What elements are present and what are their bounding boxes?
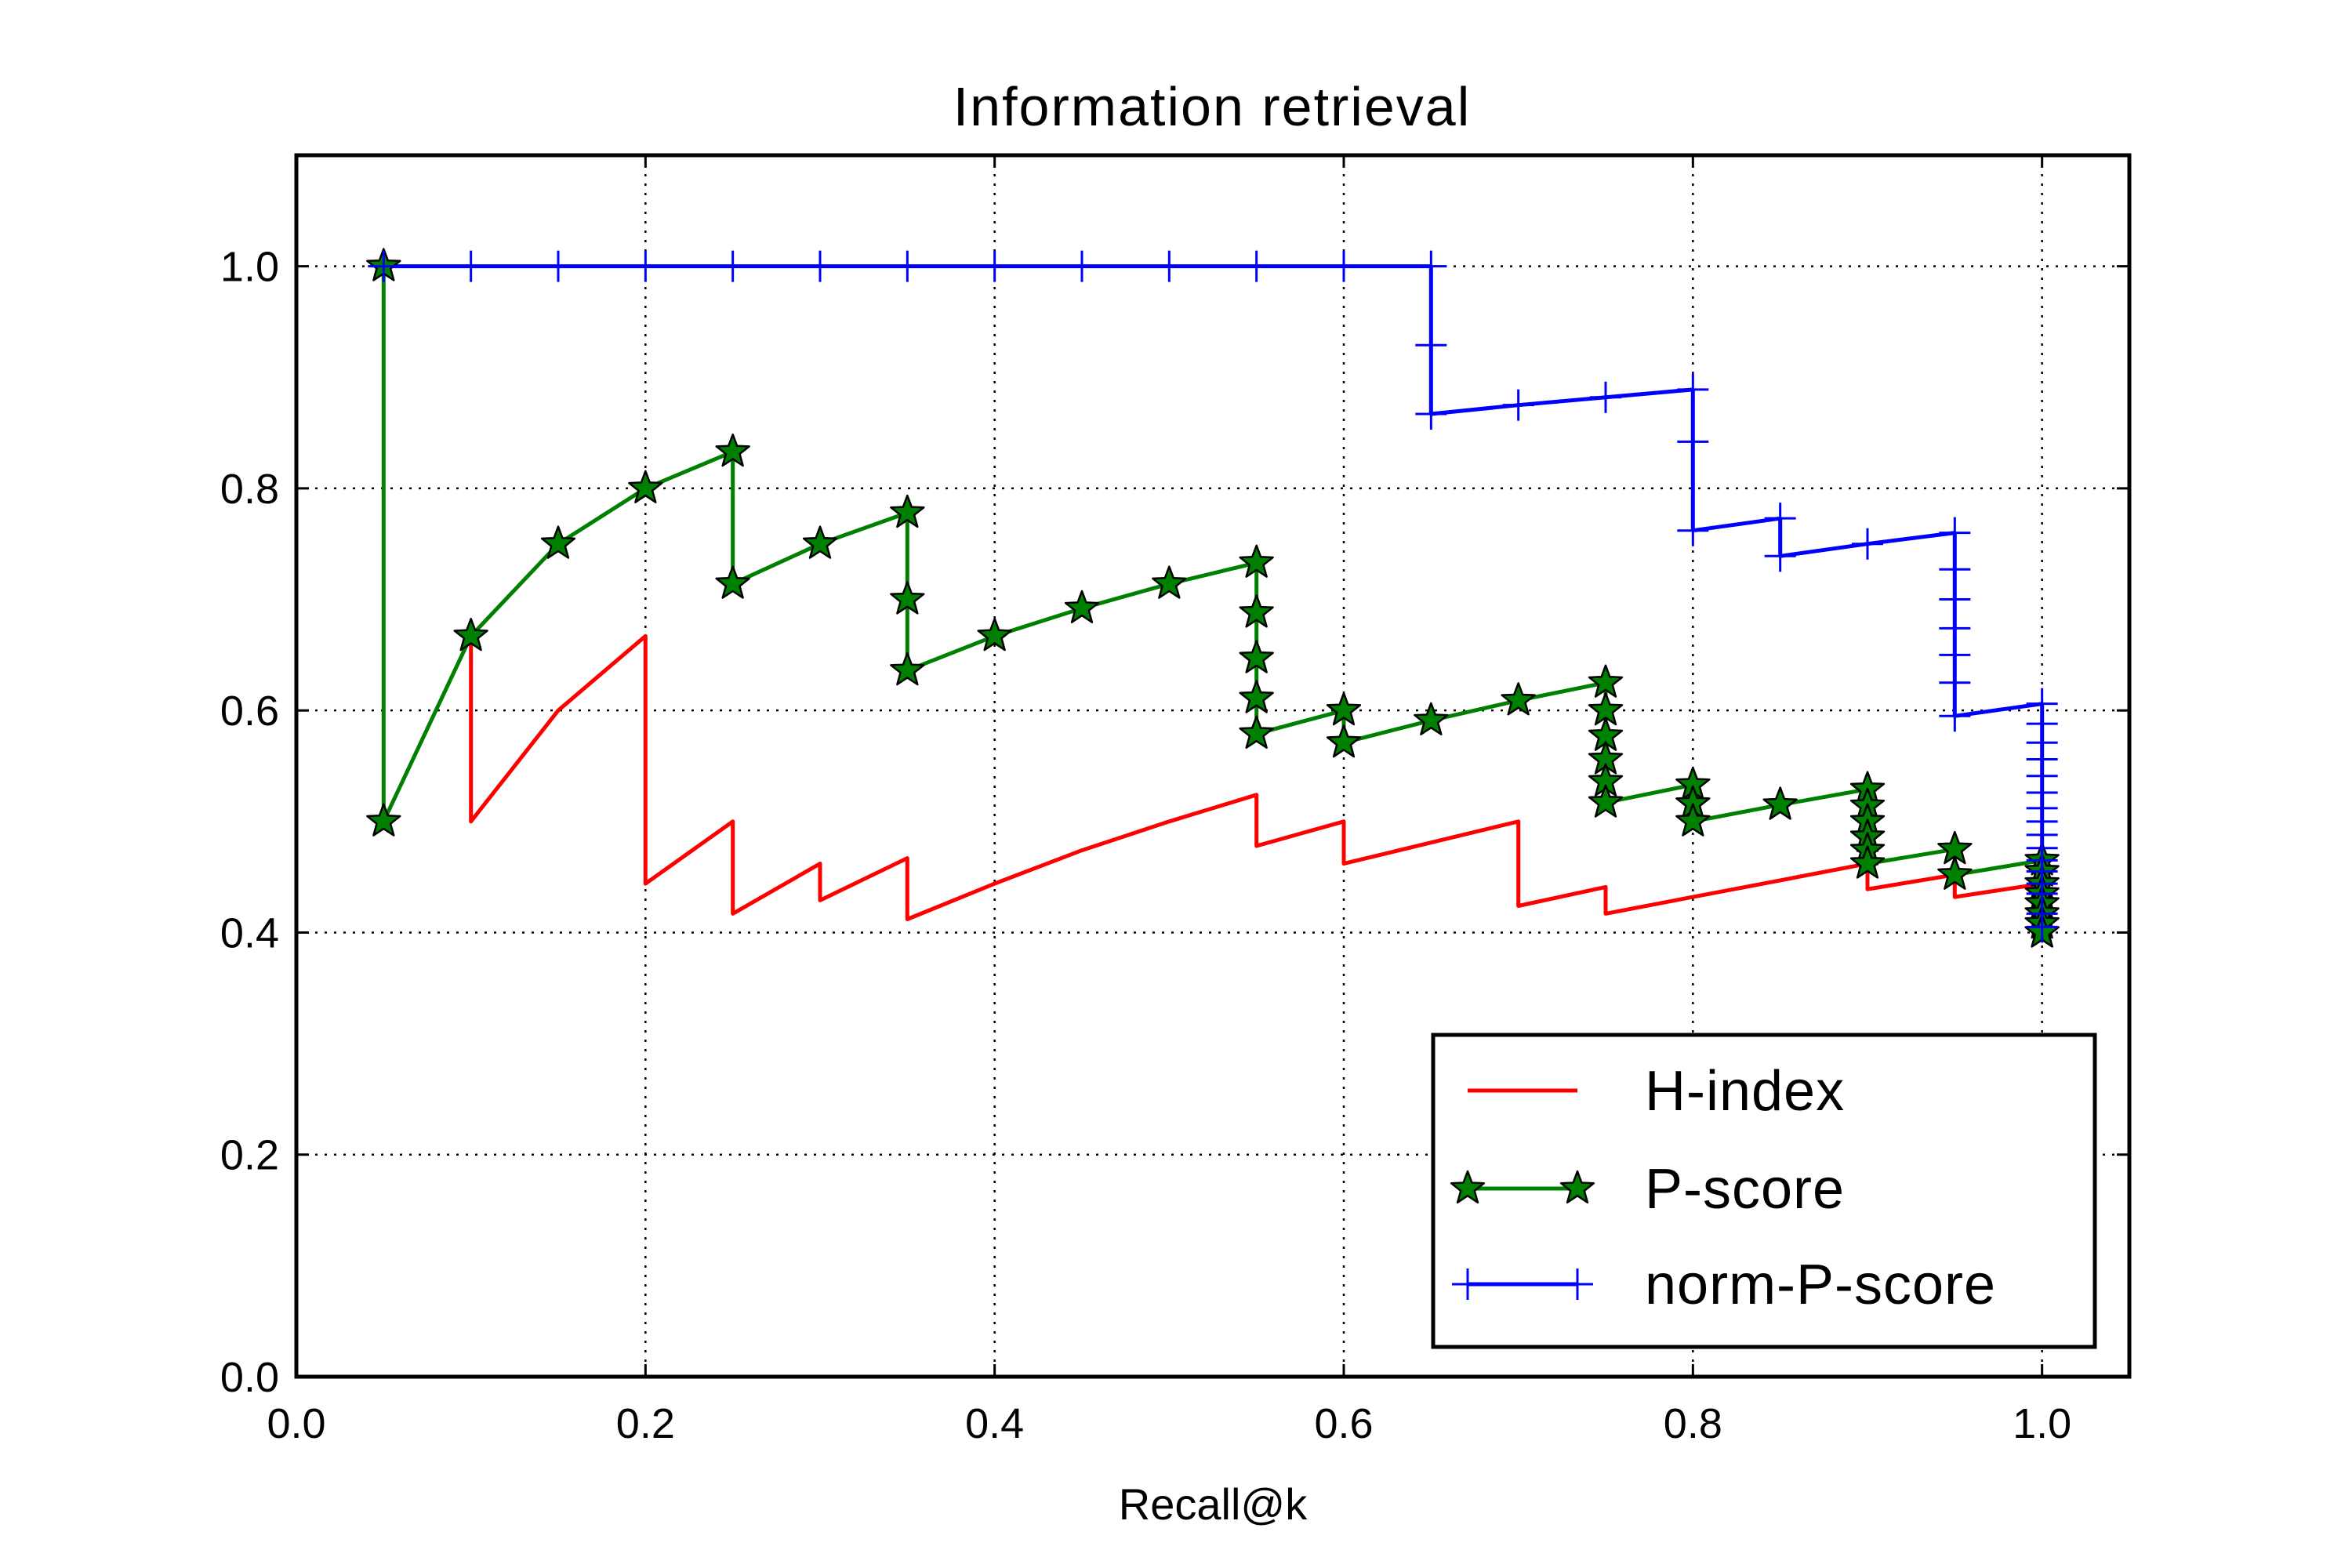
p-score-marker <box>1239 640 1274 673</box>
norm-p-score-marker <box>1939 612 1971 644</box>
legend-box <box>1431 1033 2097 1349</box>
norm-p-score-marker <box>1939 666 1971 699</box>
axis-ticks: 0.0 0.2 0.4 0.6 0.8 1.0 0.0 0.2 0.4 0.6 0.8 1.0 <box>220 155 2129 1447</box>
norm-p-score-marker <box>1677 426 1709 458</box>
plot-frame <box>294 153 2132 1379</box>
norm-p-score-marker <box>1502 389 1534 421</box>
norm-p-score-marker <box>630 250 662 282</box>
x-tick-label: 1.0 <box>2013 1400 2071 1447</box>
p-score-marker <box>890 494 925 528</box>
legend-h-index-label: H-index <box>1645 1060 1845 1123</box>
norm-p-score-marker <box>717 250 749 282</box>
p-score-marker <box>1239 594 1274 628</box>
legend-p-score-label: P-score <box>1645 1158 1845 1221</box>
chart-title: Information retrieval <box>953 76 1472 137</box>
legend-p-score-marker <box>1559 1170 1595 1204</box>
x-tick-label: 0.8 <box>1664 1400 1722 1447</box>
norm-p-score-marker <box>1677 373 1709 405</box>
legend-norm-p-score-marker <box>1562 1269 1593 1300</box>
legend-p-score-markers <box>1450 1170 1595 1204</box>
p-score-marker <box>1239 715 1274 749</box>
norm-p-score-marker <box>1153 250 1185 282</box>
norm-p-score-marker <box>1939 554 1971 586</box>
p-score-marker <box>1937 830 1973 865</box>
norm-p-score-marker <box>1939 583 1971 615</box>
p-score-marker <box>1849 845 1886 879</box>
norm-p-score-marker <box>1328 250 1359 282</box>
p-score-marker <box>890 581 925 615</box>
norm-p-score-marker <box>1939 517 1971 549</box>
norm-p-score-marker <box>978 250 1011 282</box>
y-tick-label: 0.0 <box>220 1354 279 1401</box>
norm-p-score-marker <box>1240 250 1272 282</box>
norm-p-score-marker <box>1939 639 1971 671</box>
p-score-marker <box>453 618 488 652</box>
y-tick-label: 0.8 <box>220 466 279 513</box>
h-index-line <box>469 633 2043 921</box>
legend-norm-p-score-markers <box>1452 1269 1593 1300</box>
x-axis-label: Recall@k <box>1119 1479 1308 1529</box>
norm-p-score-marker <box>1677 514 1709 546</box>
norm-p-score-marker <box>1764 540 1796 572</box>
norm-p-score-marker <box>891 250 924 282</box>
norm-p-score-marker <box>543 250 574 282</box>
legend-norm-p-score-marker <box>1452 1269 1483 1300</box>
y-tick-label: 0.4 <box>220 909 279 956</box>
y-tick-label: 1.0 <box>220 244 279 291</box>
x-tick-label: 0.4 <box>965 1400 1024 1447</box>
norm-p-score-marker <box>2026 911 2058 943</box>
norm-p-score-marker <box>455 250 487 282</box>
norm-p-score-marker <box>804 250 836 282</box>
data-markers <box>366 248 2060 948</box>
p-score-marker <box>540 525 576 559</box>
p-score-marker <box>802 525 838 559</box>
p-score-marker <box>715 433 750 467</box>
p-score-marker <box>628 470 663 503</box>
p-score-marker <box>366 803 401 837</box>
norm-p-score-marker <box>1415 398 1447 430</box>
p-score-marker <box>1588 784 1624 818</box>
norm-p-score-marker <box>1939 700 1971 732</box>
p-score-marker <box>1239 544 1274 578</box>
p-score-marker <box>1937 856 1973 890</box>
norm-p-score-marker <box>1066 250 1098 282</box>
x-tick-label: 0.2 <box>616 1400 675 1447</box>
y-tick-label: 0.6 <box>220 688 279 735</box>
norm-p-score-marker <box>1415 329 1447 361</box>
norm-p-score-marker <box>1590 381 1621 413</box>
norm-p-score-marker <box>368 250 400 282</box>
p-score-marker <box>1675 803 1711 837</box>
p-score-marker <box>1326 724 1362 758</box>
legend-p-score-marker <box>1450 1170 1486 1204</box>
p-score-marker <box>1414 702 1449 735</box>
norm-p-score-marker <box>1415 250 1447 282</box>
p-score-marker <box>890 652 925 686</box>
p-score-marker <box>1239 680 1274 713</box>
p-score-marker <box>1588 664 1624 698</box>
p-score-marker <box>1501 682 1536 716</box>
p-score-marker <box>1326 691 1362 726</box>
legend: H-index P-score norm-P-score <box>1431 1033 2097 1349</box>
p-score-marker <box>1152 565 1187 599</box>
x-tick-label: 0.6 <box>1314 1400 1373 1447</box>
y-tick-label: 0.2 <box>220 1132 279 1179</box>
p-score-marker <box>715 565 750 599</box>
x-tick-label: 0.0 <box>267 1400 325 1447</box>
p-score-marker <box>977 618 1012 652</box>
legend-norm-p-score-label: norm-P-score <box>1645 1254 1996 1316</box>
p-score-marker <box>1762 786 1798 820</box>
p-score-marker <box>1588 691 1624 726</box>
p-score-marker <box>1064 590 1100 623</box>
norm-p-score-marker <box>1852 528 1883 560</box>
norm-p-score-marker <box>1764 503 1796 535</box>
